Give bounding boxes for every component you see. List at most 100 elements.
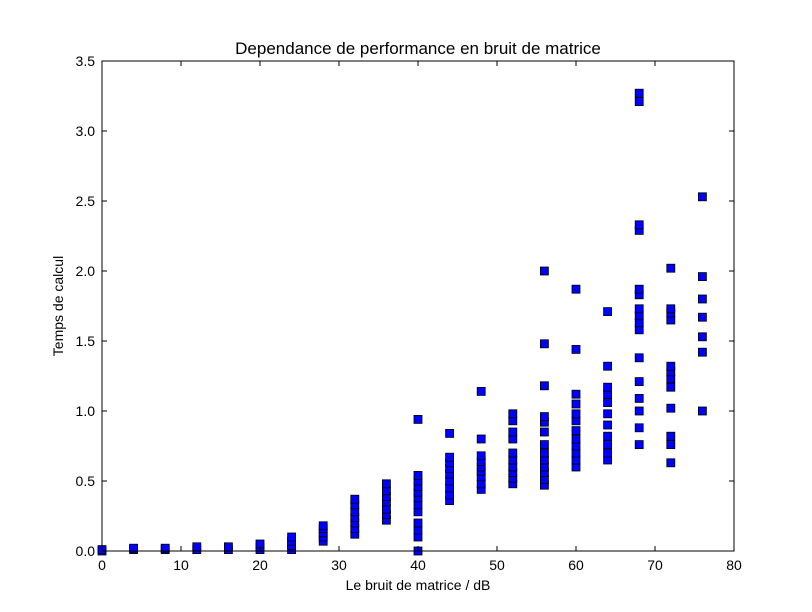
data-point (634, 88, 644, 98)
data-point (634, 393, 644, 403)
data-point (571, 399, 581, 409)
data-point (698, 347, 707, 357)
x-tick-label: 80 (726, 557, 742, 573)
data-point (666, 361, 676, 371)
y-tick: 1.5 (76, 333, 734, 349)
data-point (508, 448, 518, 458)
y-tick-label: 3.0 (76, 123, 96, 139)
data-point (571, 409, 581, 419)
x-tick-label: 60 (568, 557, 584, 573)
data-point (413, 414, 423, 424)
data-point (603, 307, 612, 317)
data-point (634, 220, 644, 230)
y-tick-label: 2.5 (76, 193, 96, 209)
data-point (666, 382, 676, 392)
data-point (698, 332, 707, 342)
data-point (540, 266, 549, 276)
data-point (603, 440, 612, 450)
y-tick-label: 0.5 (76, 473, 96, 489)
data-point (634, 353, 644, 363)
data-point (603, 361, 612, 371)
y-tick: 2.5 (76, 193, 734, 209)
data-point (666, 263, 676, 273)
data-point (160, 543, 170, 553)
data-point (634, 284, 644, 294)
y-tick-label: 3.5 (76, 53, 96, 69)
data-point (698, 294, 707, 304)
data-point (540, 412, 549, 422)
data-point (571, 284, 581, 294)
chart-title: Dependance de performance en bruit de ma… (235, 39, 601, 58)
y-tick-label: 2.0 (76, 263, 96, 279)
x-tick-label: 30 (331, 557, 347, 573)
x-tick-label: 0 (98, 557, 106, 573)
x-axis-label: Le bruit de matrice / dB (346, 577, 491, 593)
data-point (129, 543, 139, 553)
data-point (476, 434, 486, 444)
y-tick-label: 1.5 (76, 333, 96, 349)
data-point (540, 427, 549, 437)
data-point (540, 440, 549, 450)
data-point (666, 403, 676, 413)
data-point (603, 431, 612, 441)
data-point (634, 423, 644, 433)
data-point (698, 312, 707, 322)
x-tick-label: 70 (647, 557, 663, 573)
data-point (413, 518, 423, 528)
data-point (603, 420, 612, 430)
data-point (540, 339, 549, 349)
x-tick: 50 (489, 61, 505, 573)
data-point (223, 542, 233, 552)
data-point (287, 532, 297, 542)
data-point (540, 381, 549, 391)
data-point (666, 304, 676, 314)
data-point (381, 479, 391, 489)
data-point (666, 458, 676, 468)
data-point (603, 448, 612, 458)
y-tick: 1.0 (76, 403, 734, 419)
x-tick-label: 40 (410, 557, 426, 573)
y-tick: 0.5 (76, 473, 734, 489)
y-tick: 2.0 (76, 263, 734, 279)
y-tick-label: 1.0 (76, 403, 96, 419)
data-point (666, 440, 676, 450)
x-tick-label: 50 (489, 557, 505, 573)
data-point (698, 192, 707, 202)
data-point (350, 494, 360, 504)
data-point (413, 470, 423, 480)
data-point (445, 428, 455, 438)
data-point (192, 542, 202, 552)
data-point (508, 409, 518, 419)
x-tick: 70 (647, 61, 663, 573)
data-point (571, 426, 581, 436)
data-point (508, 427, 518, 437)
data-point (698, 272, 707, 282)
data-point (318, 521, 328, 531)
data-point (603, 382, 612, 392)
data-point (634, 440, 644, 450)
y-axis-label: Temps de calcul (50, 256, 66, 356)
data-point (571, 434, 581, 444)
data-point (571, 344, 581, 354)
data-point (603, 398, 612, 408)
data-point (476, 386, 486, 396)
data-point (476, 451, 486, 461)
x-tick: 10 (173, 61, 189, 573)
y-tick-label: 0.0 (76, 543, 96, 559)
x-tick-label: 10 (173, 557, 189, 573)
data-point (634, 304, 644, 314)
data-point (603, 409, 612, 419)
data-point (571, 389, 581, 399)
data-point (634, 97, 644, 106)
data-point (445, 452, 455, 462)
x-tick-label: 20 (252, 557, 268, 573)
data-point (634, 377, 644, 387)
x-tick: 20 (252, 61, 268, 573)
axis-ticks: 0 10 20 30 40 50 60 70 80 0.0 0.5 1.0 1.5 2.0 2.5 3.0 3.… (76, 53, 742, 573)
data-point (540, 448, 549, 458)
x-tick: 40 (410, 61, 426, 573)
x-tick: 60 (568, 61, 584, 573)
x-tick: 30 (331, 61, 347, 573)
data-point (698, 406, 707, 416)
